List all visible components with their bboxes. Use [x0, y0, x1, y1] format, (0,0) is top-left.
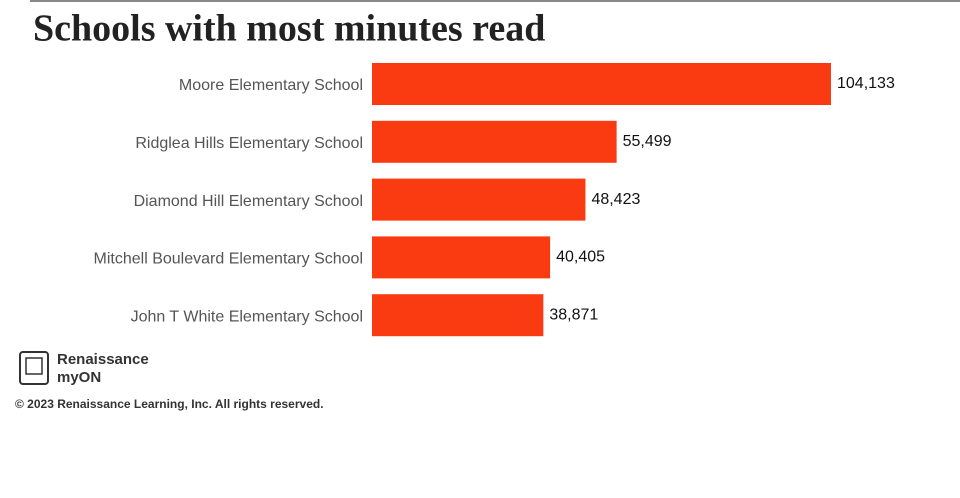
logo-icon-inner	[25, 357, 43, 375]
category-label: Ridglea Hills Elementary School	[135, 135, 363, 152]
brand-name: Renaissance	[57, 351, 149, 368]
logo-icon	[19, 351, 49, 385]
category-label: Mitchell Boulevard Elementary School	[94, 251, 363, 268]
bar	[372, 178, 586, 221]
category-label: Diamond Hill Elementary School	[134, 193, 363, 210]
value-label: 40,405	[556, 249, 605, 266]
bar	[372, 236, 551, 279]
category-label: Moore Elementary School	[179, 77, 363, 94]
copyright: © 2023 Renaissance Learning, Inc. All ri…	[15, 397, 324, 411]
category-label: John T White Elementary School	[131, 308, 363, 325]
bar	[372, 120, 617, 163]
brand-product: myON	[57, 369, 101, 386]
value-label: 48,423	[591, 191, 640, 208]
bar	[372, 294, 544, 337]
value-label: 55,499	[623, 133, 672, 150]
value-label: 38,871	[549, 306, 598, 323]
value-label: 104,133	[837, 75, 895, 92]
bar	[372, 63, 831, 105]
chart-title: Schools with most minutes read	[33, 8, 545, 50]
logo: Renaissance myON	[19, 351, 149, 386]
